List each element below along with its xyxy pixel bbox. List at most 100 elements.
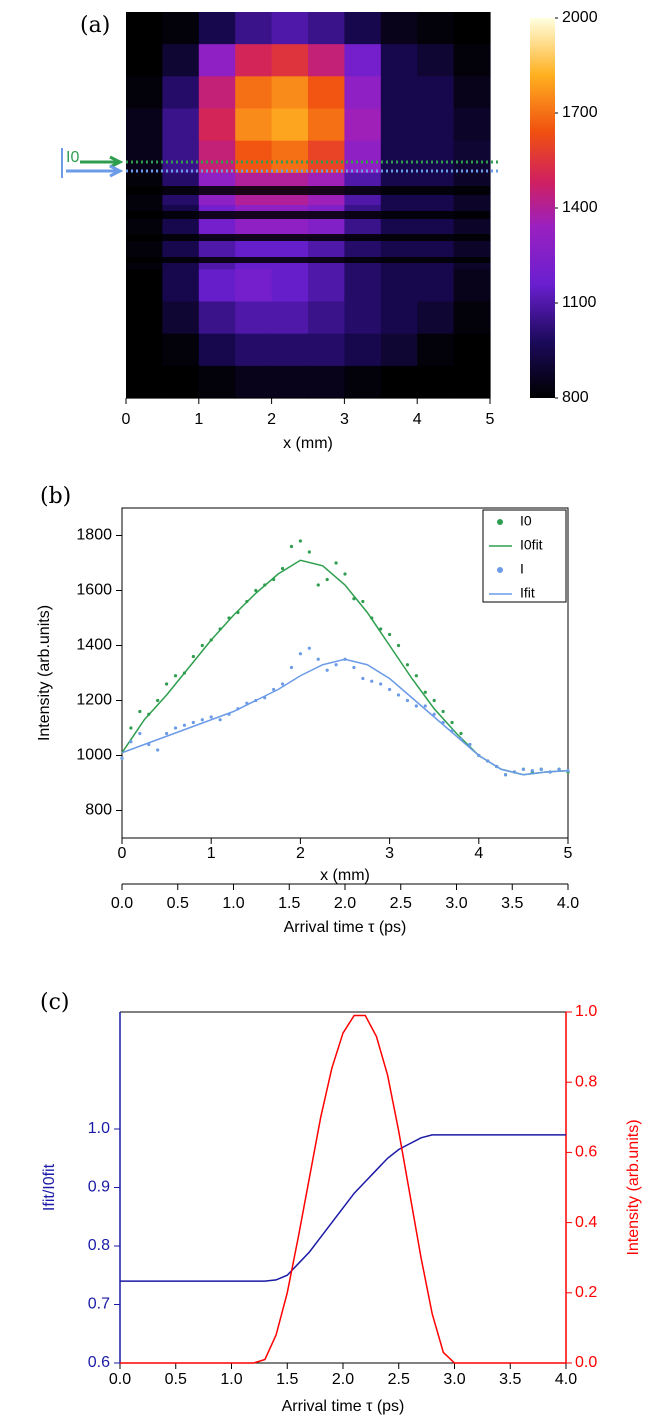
data-point xyxy=(450,720,454,725)
data-point xyxy=(423,704,427,708)
heatmap-cell xyxy=(380,365,418,399)
x2-tick-label: 1.0 xyxy=(222,895,244,912)
legend-label: I xyxy=(520,561,524,577)
colorbar-tick-label: 1400 xyxy=(562,199,598,216)
heatmap-cell xyxy=(126,108,163,142)
heatmap-cell xyxy=(417,269,455,303)
heatmap-cell xyxy=(380,140,418,174)
heatmap-cell xyxy=(344,12,382,45)
data-point xyxy=(307,550,311,554)
heatmap-cell xyxy=(162,140,200,174)
data-point xyxy=(343,572,347,576)
heatmap-cell xyxy=(271,44,309,77)
y-tick-label: 0.8 xyxy=(88,1237,110,1254)
heatmap-cell xyxy=(162,301,200,335)
data-point xyxy=(432,698,436,703)
heatmap-cell xyxy=(344,237,382,270)
x2-tick-label: 0.5 xyxy=(167,895,189,912)
panel-label: (c) xyxy=(40,990,70,1015)
data-point xyxy=(165,682,169,686)
heatmap-cell xyxy=(126,237,163,270)
heatmap-cell xyxy=(344,108,382,142)
x-tick-label: 0 xyxy=(122,411,131,428)
heatmap-cell xyxy=(453,12,491,45)
data-point xyxy=(530,769,534,773)
heatmap-cell xyxy=(344,301,382,335)
data-point xyxy=(289,544,294,549)
legend-label: Ifit xyxy=(520,585,535,601)
heatmap-cell xyxy=(308,269,345,303)
data-point xyxy=(182,723,187,727)
data-point xyxy=(414,674,418,678)
y-tick-label: 1800 xyxy=(76,527,112,544)
heatmap-cell xyxy=(271,301,309,335)
heatmap-cell xyxy=(235,76,273,110)
data-point xyxy=(307,646,311,650)
heatmap-cell xyxy=(417,108,455,142)
data-point xyxy=(361,676,365,681)
heatmap-cell xyxy=(417,333,455,367)
y2-tick-label: 0.8 xyxy=(575,1073,597,1090)
y-tick-label: 0.9 xyxy=(88,1179,110,1196)
x-tick-label: 0 xyxy=(118,845,127,862)
x2-tick-label: 3.0 xyxy=(445,895,467,912)
heatmap-cell xyxy=(308,44,345,77)
heatmap-cell xyxy=(162,108,200,142)
heatmap-cell xyxy=(453,205,491,238)
x2-tick-label: 1.5 xyxy=(278,895,300,912)
heatmap-cell xyxy=(453,365,491,399)
heatmap-cell xyxy=(271,237,309,270)
arrow xyxy=(80,155,124,169)
heatmap-cell xyxy=(271,108,309,142)
x-tick-label: 1.5 xyxy=(276,1371,298,1388)
stripe xyxy=(126,234,490,241)
data-point xyxy=(459,731,463,736)
y-tick-label: 1000 xyxy=(76,747,112,764)
heatmap-cell xyxy=(235,301,273,335)
x-tick-label: 3.5 xyxy=(499,1371,521,1388)
data-point xyxy=(165,731,169,736)
heatmap-cell xyxy=(235,12,273,45)
data-point xyxy=(138,731,142,736)
x-axis-label: Arrival time τ (ps) xyxy=(282,1398,405,1415)
colorbar-tick-label: 1700 xyxy=(562,104,598,121)
data-point xyxy=(156,698,160,703)
heatmap-cell xyxy=(162,44,200,77)
heatmap-cell xyxy=(271,76,309,110)
data-point xyxy=(388,687,392,692)
heatmap-cell xyxy=(198,12,236,45)
y-tick-label: 1200 xyxy=(76,692,112,709)
data-point xyxy=(370,679,374,683)
colorbar xyxy=(530,18,555,398)
x-tick-label: 4.0 xyxy=(555,1371,577,1388)
heatmap-cell xyxy=(198,76,236,110)
heatmap-cell xyxy=(162,76,200,110)
y2-tick-label: 0.4 xyxy=(575,1214,597,1231)
y2-tick-label: 0.6 xyxy=(575,1144,597,1161)
heatmap-cell xyxy=(308,365,345,399)
heatmap-cell xyxy=(235,44,273,77)
legend-marker xyxy=(497,567,503,573)
fit-line xyxy=(121,658,569,776)
x-tick-label: 5 xyxy=(486,411,495,428)
x-tick-label: 4 xyxy=(474,845,483,862)
x-tick-label: 2.0 xyxy=(332,1371,354,1388)
colorbar-tick-label: 1100 xyxy=(562,294,597,311)
heatmap-stripes xyxy=(126,186,490,263)
data-point xyxy=(138,709,142,714)
x-tick-label: 2 xyxy=(296,845,305,862)
heatmap-cell xyxy=(344,140,382,174)
heatmap-cell xyxy=(126,140,163,174)
x-tick-label: 5 xyxy=(564,845,573,862)
data-point xyxy=(325,577,329,582)
heatmap-cell xyxy=(453,333,491,367)
heatmap-cell xyxy=(271,140,309,174)
data-point xyxy=(352,665,356,670)
x-tick-label: 0.0 xyxy=(109,1371,131,1388)
x-tick-label: 1.0 xyxy=(220,1371,242,1388)
heatmap-cell xyxy=(198,44,236,77)
heatmap-cell xyxy=(126,44,163,77)
heatmap-cell xyxy=(198,333,236,367)
data-point xyxy=(423,690,427,694)
heatmap-cell xyxy=(235,205,273,238)
